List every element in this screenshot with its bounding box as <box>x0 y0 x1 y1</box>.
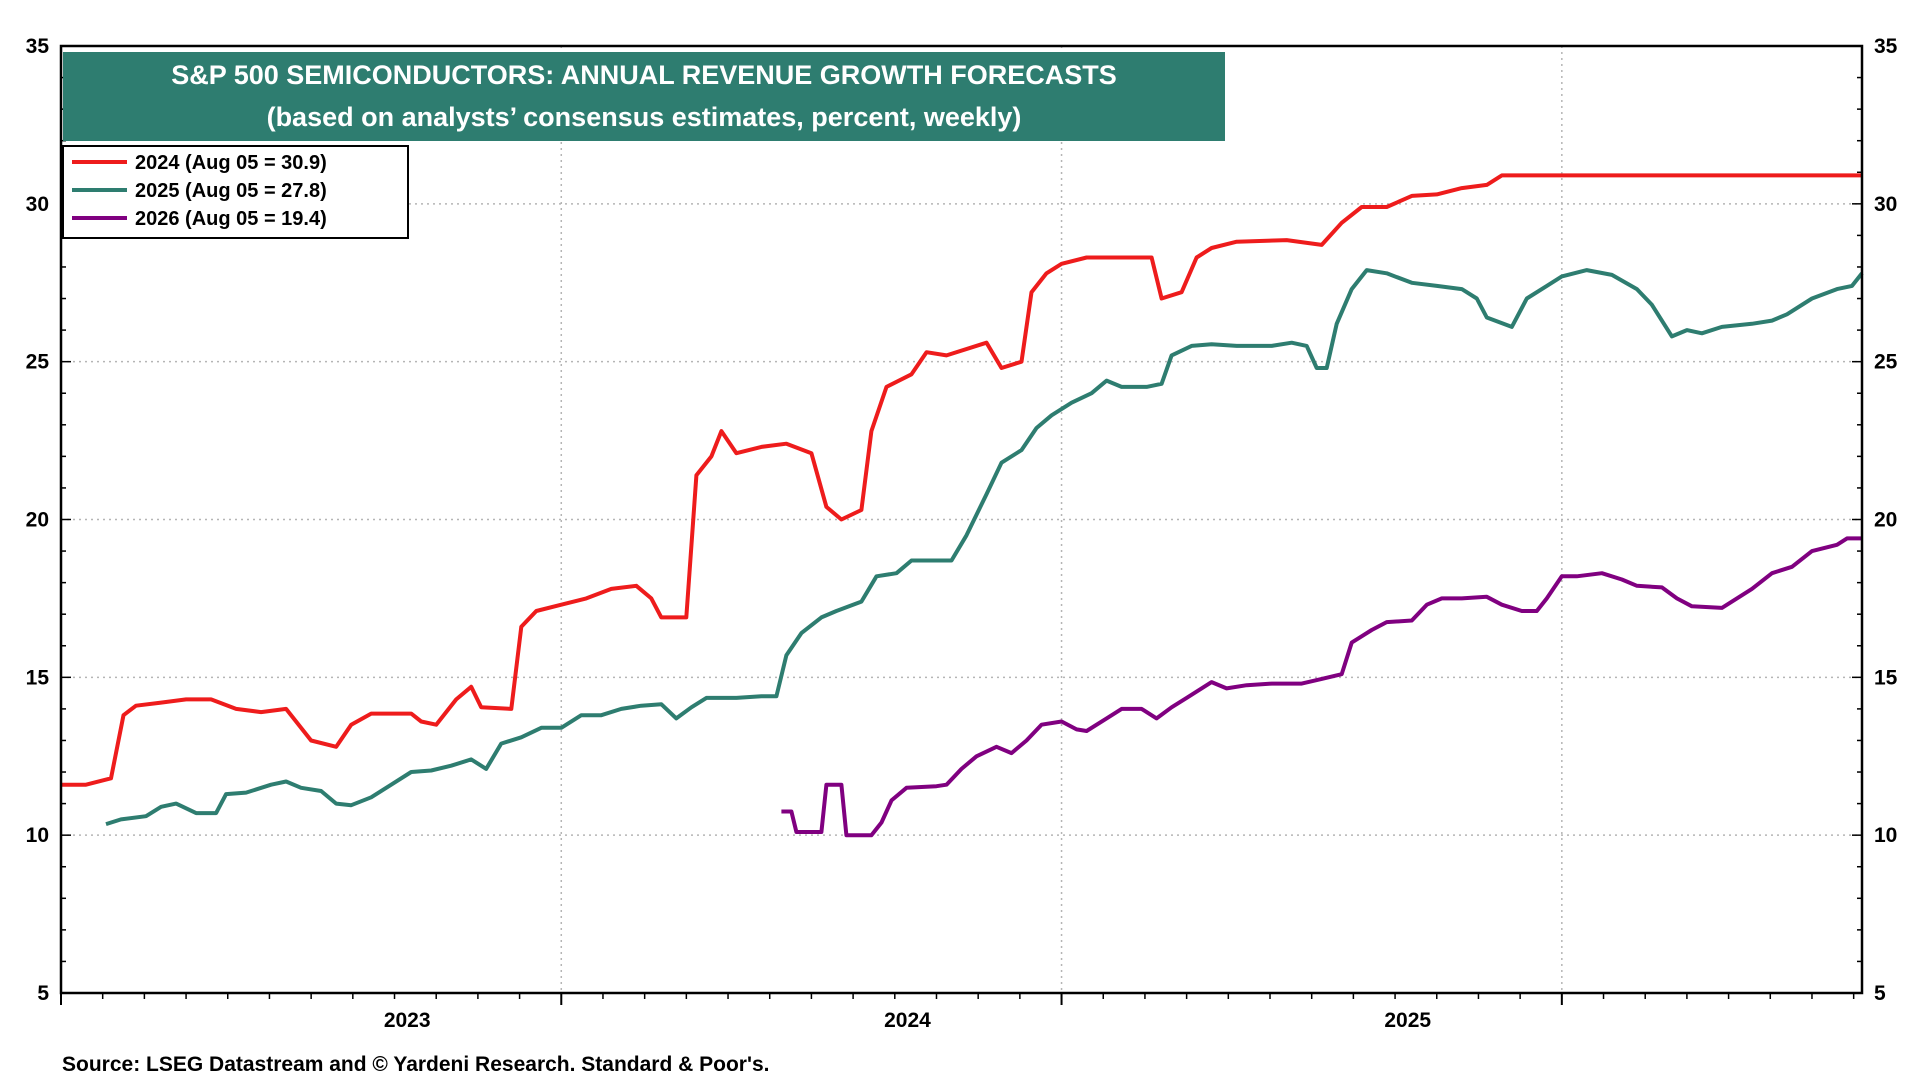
legend: 2024 (Aug 05 = 30.9) 2025 (Aug 05 = 27.8… <box>62 145 409 239</box>
y-tick-label-right: 15 <box>1874 666 1898 689</box>
legend-label-2025: 2025 (Aug 05 = 27.8) <box>135 180 327 202</box>
chart-subtitle: (based on analysts’ consensus estimates,… <box>267 102 1022 132</box>
y-tick-label-left: 5 <box>37 982 49 1005</box>
y-tick-label-right: 10 <box>1874 824 1897 847</box>
y-tick-label-right: 5 <box>1874 982 1886 1005</box>
y-tick-label-left: 10 <box>26 824 49 847</box>
plot-frame <box>59 44 1864 995</box>
y-tick-label-left: 35 <box>26 35 50 58</box>
y-tick-label-left: 30 <box>26 193 49 216</box>
series-line-2024 <box>61 173 1862 787</box>
chart-title: S&P 500 SEMICONDUCTORS: ANNUAL REVENUE G… <box>171 60 1117 90</box>
series-line-2026 <box>781 536 1862 838</box>
y-tick-label-right: 30 <box>1874 193 1897 216</box>
y-tick-label-right: 25 <box>1874 351 1898 374</box>
legend-label-2026: 2026 (Aug 05 = 19.4) <box>135 208 327 230</box>
series-line-2025 <box>105 268 1864 827</box>
source-note: Source: LSEG Datastream and © Yardeni Re… <box>62 1053 769 1076</box>
x-year-label: 2023 <box>384 1009 431 1032</box>
title-background <box>63 52 1225 141</box>
x-year-label: 2025 <box>1384 1009 1431 1032</box>
series-layer <box>61 173 1864 838</box>
y-tick-label-right: 20 <box>1874 509 1897 532</box>
x-year-label: 2024 <box>884 1009 931 1032</box>
y-tick-label-right: 35 <box>1874 35 1898 58</box>
y-tick-label-left: 20 <box>26 509 49 532</box>
y-tick-label-left: 25 <box>26 351 50 374</box>
legend-label-2024: 2024 (Aug 05 = 30.9) <box>135 152 327 174</box>
y-tick-label-left: 15 <box>26 666 50 689</box>
title-box: S&P 500 SEMICONDUCTORS: ANNUAL REVENUE G… <box>63 52 1225 141</box>
